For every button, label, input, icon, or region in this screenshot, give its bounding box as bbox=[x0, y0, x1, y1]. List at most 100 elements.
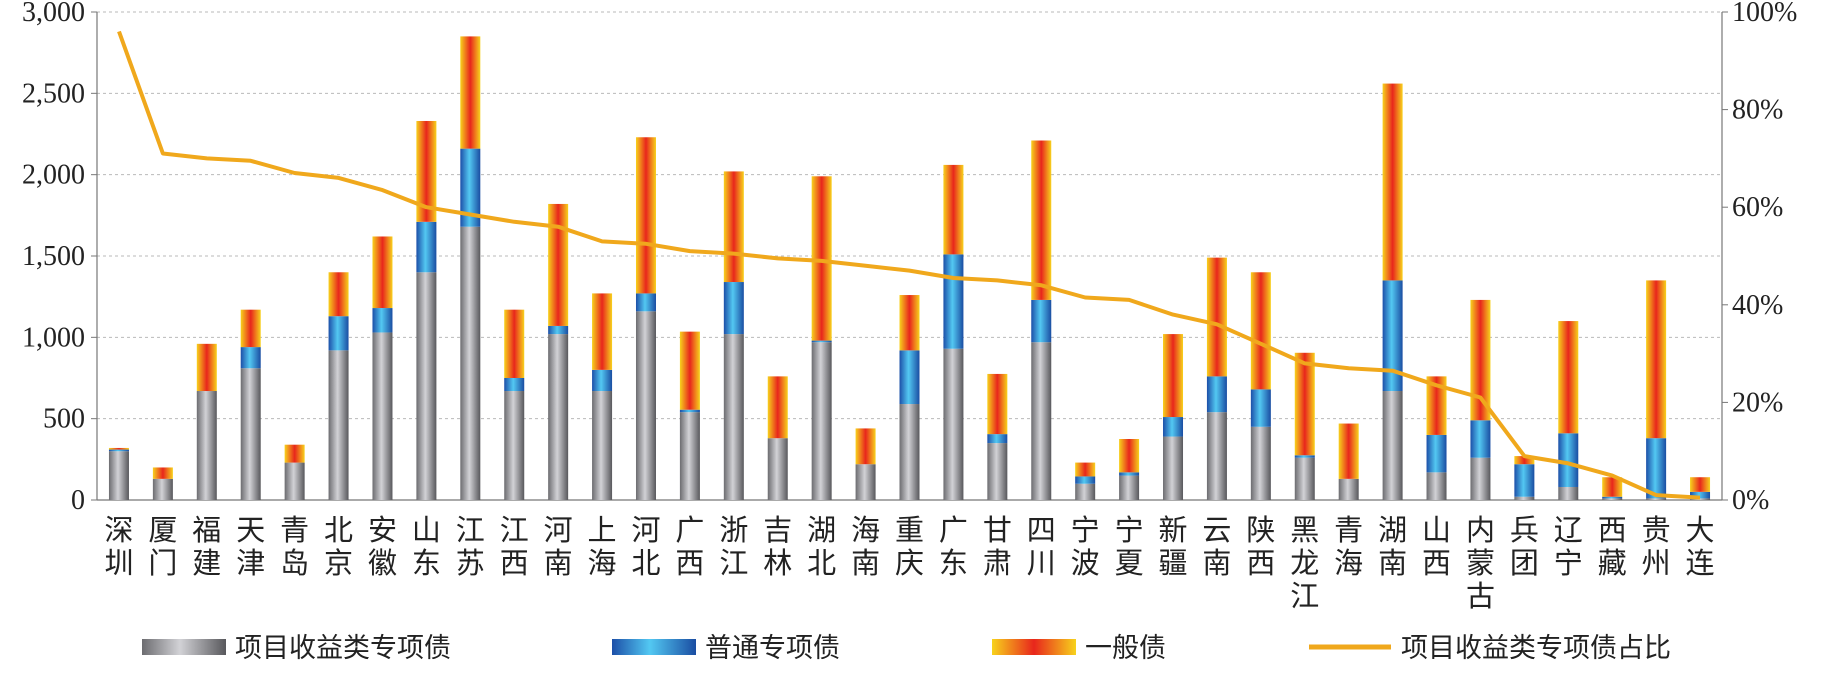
bar-segment-series-2 bbox=[153, 467, 173, 478]
bar-segment-series-2 bbox=[1558, 321, 1578, 433]
category-label: 辽宁 bbox=[1554, 513, 1583, 580]
bar-segment-series-2 bbox=[1163, 334, 1183, 417]
category-label: 云南 bbox=[1202, 513, 1231, 580]
bar-segment-series-1 bbox=[1031, 300, 1051, 342]
bar-segment-series-0 bbox=[1558, 487, 1578, 500]
category-label: 兵团 bbox=[1510, 513, 1539, 580]
bar-segment-series-2 bbox=[987, 374, 1007, 434]
right-tick-label: 100% bbox=[1732, 0, 1797, 28]
left-tick-label: 1,000 bbox=[22, 322, 85, 353]
bar-segment-series-0 bbox=[241, 368, 261, 500]
bar-segment-series-2 bbox=[285, 445, 305, 463]
bar-segment-series-1 bbox=[372, 308, 392, 332]
category-label: 河南 bbox=[544, 513, 573, 580]
right-tick-label: 40% bbox=[1732, 290, 1783, 321]
category-label: 甘肃 bbox=[983, 513, 1012, 580]
bar-segment-series-1 bbox=[1163, 417, 1183, 437]
bar-segment-series-0 bbox=[1295, 458, 1315, 500]
bar-segment-series-0 bbox=[943, 349, 963, 500]
category-label: 四川 bbox=[1027, 513, 1056, 580]
bar-segment-series-0 bbox=[460, 227, 480, 500]
bar-segment-series-1 bbox=[1295, 455, 1315, 457]
category-label: 北京 bbox=[324, 513, 353, 580]
bar-segment-series-1 bbox=[812, 341, 832, 343]
category-label: 重庆 bbox=[895, 513, 924, 580]
bar-segment-series-2 bbox=[856, 428, 876, 464]
bar-segment-series-0 bbox=[724, 334, 744, 500]
bar-segment-series-1 bbox=[943, 254, 963, 348]
bar-segment-series-2 bbox=[1207, 258, 1227, 377]
category-label: 安徽 bbox=[368, 513, 397, 580]
bar-segment-series-1 bbox=[1251, 389, 1271, 426]
left-tick-label: 2,500 bbox=[22, 78, 85, 109]
bar-segment-series-1 bbox=[724, 282, 744, 334]
category-label: 陕西 bbox=[1246, 513, 1275, 580]
category-label: 青岛 bbox=[280, 513, 309, 580]
bar-segment-series-1 bbox=[1119, 472, 1139, 475]
bar-segment-series-2 bbox=[592, 293, 612, 369]
bar-segment-series-2 bbox=[1470, 300, 1490, 420]
bar-segment-series-0 bbox=[329, 350, 349, 500]
bar-segment-series-0 bbox=[1031, 342, 1051, 500]
legend-label: 一般债 bbox=[1085, 633, 1166, 664]
bar-segment-series-2 bbox=[372, 236, 392, 308]
legend-swatch bbox=[992, 639, 1076, 655]
bar-segment-series-0 bbox=[1602, 498, 1622, 500]
category-label: 黑龙江 bbox=[1290, 513, 1319, 613]
bar-segment-series-0 bbox=[1207, 412, 1227, 500]
bar-segment-series-0 bbox=[1514, 497, 1534, 500]
bar-segment-series-2 bbox=[241, 310, 261, 347]
category-label: 宁波 bbox=[1071, 513, 1100, 580]
bar-segment-series-0 bbox=[1470, 458, 1490, 500]
bar-segment-series-1 bbox=[1470, 420, 1490, 457]
category-label: 深圳 bbox=[104, 513, 133, 580]
legend-label: 项目收益类专项债 bbox=[235, 633, 451, 664]
category-label: 湖北 bbox=[807, 513, 836, 580]
legend-swatch bbox=[142, 639, 226, 655]
bar-segment-series-2 bbox=[548, 204, 568, 326]
bar-segment-series-1 bbox=[416, 222, 436, 272]
bar-segment-series-0 bbox=[1075, 484, 1095, 500]
bar-segment-series-1 bbox=[1427, 435, 1447, 472]
category-label: 江苏 bbox=[456, 513, 485, 580]
bar-segment-series-2 bbox=[1031, 141, 1051, 300]
bar-segment-series-1 bbox=[548, 326, 568, 334]
bar-segment-series-0 bbox=[856, 464, 876, 500]
bar-segment-series-0 bbox=[372, 332, 392, 500]
bar-segment-series-2 bbox=[1251, 272, 1271, 389]
bar-segment-series-0 bbox=[1383, 391, 1403, 500]
bar-segment-series-2 bbox=[680, 332, 700, 410]
category-label: 湖南 bbox=[1378, 513, 1407, 580]
bar-segment-series-1 bbox=[636, 293, 656, 311]
bar-segment-series-0 bbox=[812, 342, 832, 500]
right-tick-label: 60% bbox=[1732, 192, 1783, 223]
category-label: 吉林 bbox=[763, 513, 792, 580]
right-tick-label: 0% bbox=[1732, 485, 1769, 516]
bar-segment-series-0 bbox=[285, 463, 305, 500]
legend-label: 普通专项债 bbox=[705, 633, 840, 664]
bar-segment-series-2 bbox=[724, 171, 744, 282]
bar-segment-series-0 bbox=[1427, 472, 1447, 500]
bar-segment-series-2 bbox=[1295, 353, 1315, 455]
bar-segment-series-2 bbox=[1339, 424, 1359, 479]
category-label: 厦门 bbox=[148, 513, 177, 580]
legend-label: 项目收益类专项债占比 bbox=[1401, 633, 1671, 664]
bar-segment-series-1 bbox=[504, 378, 524, 391]
bar-segment-series-0 bbox=[109, 451, 129, 500]
bar-segment-series-2 bbox=[943, 165, 963, 254]
bar-segment-series-1 bbox=[1558, 433, 1578, 487]
left-tick-label: 1,500 bbox=[22, 241, 85, 272]
legend-swatch bbox=[612, 639, 696, 655]
category-label: 宁夏 bbox=[1115, 513, 1144, 580]
left-tick-label: 500 bbox=[43, 404, 85, 435]
bar-segment-series-1 bbox=[1207, 376, 1227, 412]
bar-segment-series-2 bbox=[1119, 439, 1139, 472]
bar-segment-series-1 bbox=[1075, 476, 1095, 483]
left-tick-label: 3,000 bbox=[22, 0, 85, 28]
bar-segment-series-2 bbox=[460, 36, 480, 148]
category-label: 西藏 bbox=[1598, 513, 1627, 580]
bar-segment-series-1 bbox=[987, 434, 1007, 443]
bar-segment-series-2 bbox=[636, 137, 656, 293]
